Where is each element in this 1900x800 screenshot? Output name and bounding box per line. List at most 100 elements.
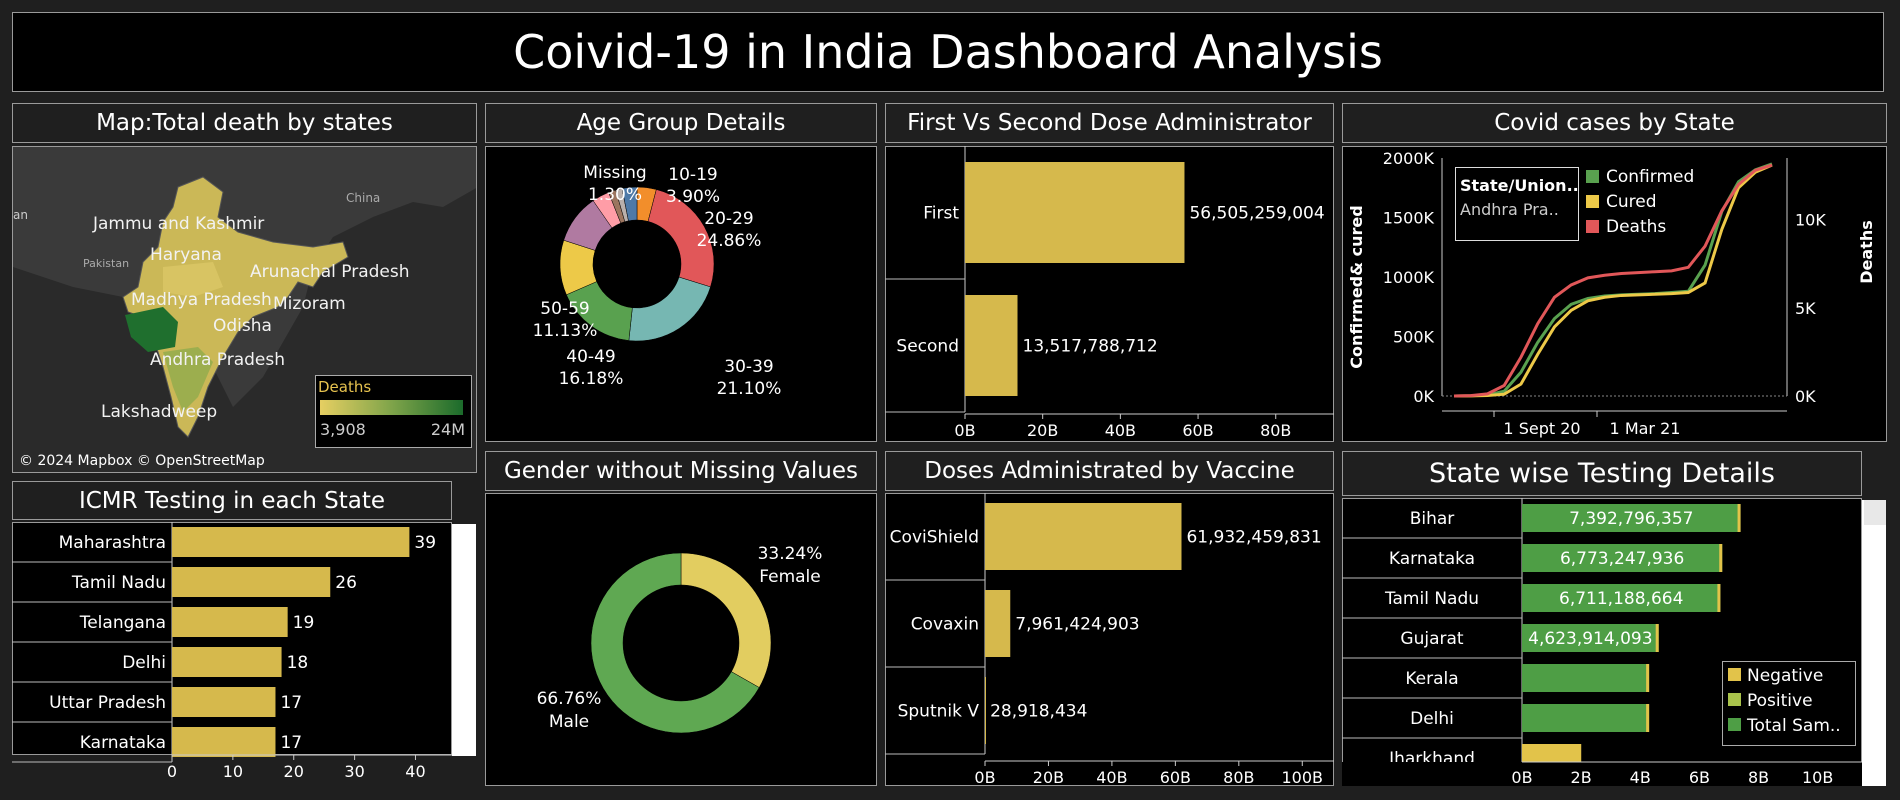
testing-chart: Bihar 7,392,796,357 Karnataka 6,773,247,936…	[1342, 498, 1862, 786]
map-legend: Deaths 3,908 24M	[315, 375, 472, 448]
icmr-category-label: Telangana	[79, 613, 166, 633]
testing-value-label: 6,711,188,664	[1559, 589, 1683, 609]
cases-legend-swatch	[1586, 170, 1599, 183]
testing-bar	[1522, 504, 1741, 532]
legend-label-total: Total Sam..	[1747, 716, 1841, 736]
cases-legend-swatch	[1586, 195, 1599, 208]
gender-male-pct: 66.76%	[537, 689, 602, 709]
icmr-bar	[172, 727, 276, 757]
icmr-chart: Maharashtra 39 Tamil Nadu 26 Telangana 19 Delh…	[12, 522, 452, 781]
map-title: Map:Total death by states	[12, 103, 477, 143]
vaccine-title: Doses Administrated by Vaccine	[885, 451, 1334, 491]
testing-legend-item-positive[interactable]: Positive	[1728, 691, 1813, 711]
testing-scrollbar-track[interactable]	[1862, 500, 1886, 786]
legend-label-negative: Negative	[1747, 666, 1824, 686]
gender-title: Gender without Missing Values	[485, 451, 877, 491]
vaccine-category-label: CoviShield	[890, 528, 979, 548]
cases-right-tick-label: 0K	[1795, 387, 1816, 406]
map-label-lakshadweep: Lakshadweep	[101, 402, 217, 422]
testing-legend-item-total[interactable]: Total Sam..	[1728, 716, 1841, 736]
testing-legend: Negative Positive Total Sam..	[1722, 661, 1856, 746]
age-slice-pct: 16.18%	[559, 369, 624, 389]
dashboard-title-bar: Coivid-19 in India Dashboard Analysis	[12, 12, 1884, 92]
icmr-bar	[172, 527, 410, 557]
age-slice-label: 40-49	[566, 347, 615, 367]
icmr-x-tick-label: 10	[223, 762, 243, 781]
dose-x-tick-label: 60B	[1182, 421, 1213, 440]
testing-bar	[1522, 704, 1650, 732]
age-slice-label: 50-59	[540, 299, 589, 319]
cases-title: Covid cases by State	[1342, 103, 1887, 143]
icmr-x-tick-label: 30	[344, 762, 364, 781]
cases-filter-value: Andhra Pra..	[1460, 200, 1559, 219]
cases-filter-box[interactable]: State/Union.. Andhra Pra..	[1455, 167, 1579, 241]
icmr-x-tick-label: 0	[167, 762, 177, 781]
icmr-scrollbar[interactable]	[452, 524, 476, 756]
map-legend-title: Deaths	[318, 378, 372, 396]
testing-category-label: Karnataka	[1389, 549, 1475, 569]
vaccine-x-tick-label: 100B	[1282, 768, 1324, 786]
cases-series-line-deaths	[1453, 163, 1773, 398]
cases-legend-label: Confirmed	[1606, 167, 1694, 187]
icmr-category-label: Karnataka	[80, 733, 166, 753]
vaccine-chart: CoviShield 61,932,459,831 Covaxin 7,961,424…	[885, 493, 1334, 786]
cases-right-axis-title: Deaths	[1857, 220, 1876, 284]
cases-legend-label: Deaths	[1606, 217, 1666, 237]
vaccine-value-label: 7,961,424,903	[1015, 615, 1139, 635]
testing-scrollbar-thumb[interactable]	[1864, 500, 1886, 525]
cases-right-tick-label: 5K	[1795, 299, 1816, 318]
map-legend-gradient	[320, 400, 463, 415]
icmr-bar	[172, 687, 276, 717]
testing-x-tick-label: 10B	[1802, 768, 1833, 786]
testing-category-label: Kerala	[1405, 669, 1458, 689]
testing-x-tick-label: 4B	[1630, 768, 1651, 786]
cases-filter-title: State/Union..	[1460, 176, 1579, 195]
dose-x-tick-label: 80B	[1260, 421, 1291, 440]
dose-value-label: 56,505,259,004	[1189, 204, 1324, 224]
vaccine-value-label: 28,918,434	[990, 702, 1087, 722]
age-slice	[628, 276, 711, 342]
icmr-value-label: 19	[293, 613, 315, 633]
icmr-bar	[172, 647, 282, 677]
age-slice-label: 10-19	[668, 165, 717, 185]
gender-male-label: Male	[549, 712, 589, 732]
cases-left-tick-label: 0K	[1413, 387, 1434, 406]
map-attribution[interactable]: © 2024 Mapbox © OpenStreetMap	[19, 453, 265, 469]
cases-left-tick-label: 1000K	[1383, 268, 1435, 287]
map-state-maharashtra	[125, 307, 178, 352]
dose-title: First Vs Second Dose Administrator	[885, 103, 1334, 143]
testing-value-label: 4,623,914,093	[1528, 629, 1652, 649]
testing-x-tick-label: 8B	[1748, 768, 1769, 786]
cases-series-line-cured	[1453, 163, 1773, 398]
gender-panel	[485, 493, 877, 786]
dose-x-tick-label: 0B	[954, 421, 975, 440]
legend-swatch-total	[1728, 718, 1741, 731]
vaccine-bar	[985, 677, 986, 744]
gender-female-pct: 33.24%	[758, 544, 823, 564]
icmr-value-label: 17	[280, 733, 302, 753]
cases-right-tick-label: 10K	[1795, 211, 1826, 230]
map-label-haryana: Haryana	[150, 245, 222, 265]
cases-left-axis-title: Confirmed& cured	[1347, 205, 1366, 368]
map-legend-max: 24M	[430, 420, 465, 439]
dose-value-label: 13,517,788,712	[1023, 337, 1158, 357]
icmr-bar	[172, 607, 288, 637]
vaccine-x-tick-label: 40B	[1096, 768, 1127, 786]
age-slice-pct: 3.90%	[666, 187, 720, 207]
map-label-mizoram: Mizoram	[273, 294, 346, 314]
testing-bar	[1522, 584, 1721, 612]
age-slice-pct: 1.30%	[588, 185, 642, 205]
testing-legend-item-negative[interactable]: Negative	[1728, 666, 1823, 686]
icmr-category-label: Delhi	[122, 653, 166, 673]
dose-bar	[965, 162, 1185, 263]
cases-legend-swatch	[1586, 220, 1599, 233]
dose-x-tick-label: 40B	[1105, 421, 1136, 440]
map-panel[interactable]: Jammu and Kashmir Haryana Arunachal Prad…	[12, 146, 477, 473]
vaccine-x-tick-label: 20B	[1033, 768, 1064, 786]
testing-value-label: 7,392,796,357	[1569, 509, 1693, 529]
age-slice-pct: 21.10%	[717, 379, 782, 399]
map-label-ap: Andhra Pradesh	[150, 350, 285, 370]
cases-x-tick-label: 1 Sept 20	[1503, 419, 1580, 438]
map-label-an: an	[13, 208, 28, 222]
